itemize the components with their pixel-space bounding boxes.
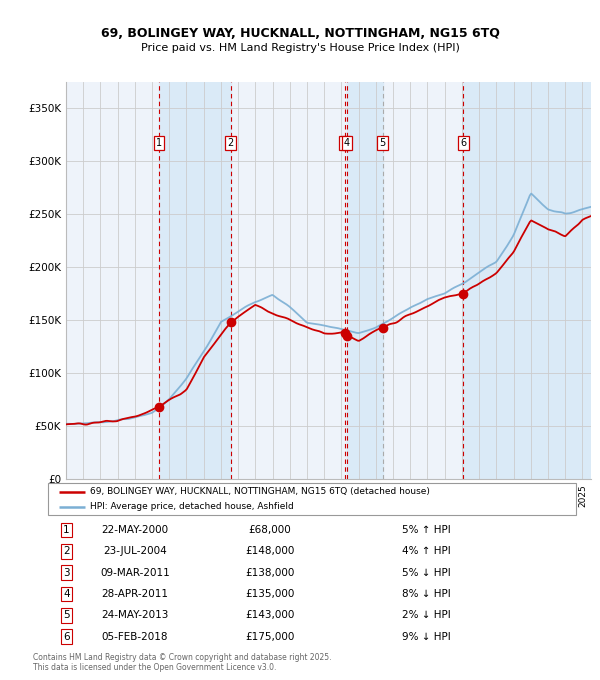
Text: £135,000: £135,000 [245, 589, 295, 599]
Text: 05-FEB-2018: 05-FEB-2018 [102, 632, 169, 642]
Text: 5% ↓ HPI: 5% ↓ HPI [402, 568, 451, 578]
Text: 28-APR-2011: 28-APR-2011 [101, 589, 169, 599]
Text: 4% ↑ HPI: 4% ↑ HPI [402, 547, 451, 556]
Text: 23-JUL-2004: 23-JUL-2004 [103, 547, 167, 556]
Text: 09-MAR-2011: 09-MAR-2011 [100, 568, 170, 578]
Text: 3: 3 [341, 138, 348, 148]
Text: Price paid vs. HM Land Registry's House Price Index (HPI): Price paid vs. HM Land Registry's House … [140, 43, 460, 53]
Text: 4: 4 [63, 589, 70, 599]
Text: 5: 5 [379, 138, 386, 148]
FancyBboxPatch shape [48, 483, 576, 515]
Text: 3: 3 [63, 568, 70, 578]
Text: 69, BOLINGEY WAY, HUCKNALL, NOTTINGHAM, NG15 6TQ: 69, BOLINGEY WAY, HUCKNALL, NOTTINGHAM, … [101, 27, 499, 40]
Text: 24-MAY-2013: 24-MAY-2013 [101, 611, 169, 620]
Bar [159, 82, 230, 479]
Text: 5% ↑ HPI: 5% ↑ HPI [402, 525, 451, 535]
Text: 2% ↓ HPI: 2% ↓ HPI [402, 611, 451, 620]
Text: 22-MAY-2000: 22-MAY-2000 [101, 525, 169, 535]
Text: 4: 4 [344, 138, 350, 148]
Bar [347, 82, 383, 479]
Text: 2: 2 [227, 138, 233, 148]
Text: 1: 1 [156, 138, 162, 148]
Text: 69, BOLINGEY WAY, HUCKNALL, NOTTINGHAM, NG15 6TQ (detached house): 69, BOLINGEY WAY, HUCKNALL, NOTTINGHAM, … [90, 488, 430, 496]
Text: 8% ↓ HPI: 8% ↓ HPI [402, 589, 451, 599]
Text: 5: 5 [63, 611, 70, 620]
Text: 2: 2 [63, 547, 70, 556]
Bar [463, 82, 591, 479]
Text: 9% ↓ HPI: 9% ↓ HPI [402, 632, 451, 642]
Text: £175,000: £175,000 [245, 632, 295, 642]
Text: Contains HM Land Registry data © Crown copyright and database right 2025.
This d: Contains HM Land Registry data © Crown c… [33, 653, 331, 673]
Text: £138,000: £138,000 [245, 568, 295, 578]
Text: £143,000: £143,000 [245, 611, 295, 620]
Text: £148,000: £148,000 [245, 547, 295, 556]
Text: 6: 6 [63, 632, 70, 642]
Text: HPI: Average price, detached house, Ashfield: HPI: Average price, detached house, Ashf… [90, 503, 294, 511]
Text: 6: 6 [460, 138, 467, 148]
Text: 1: 1 [63, 525, 70, 535]
Text: £68,000: £68,000 [248, 525, 291, 535]
